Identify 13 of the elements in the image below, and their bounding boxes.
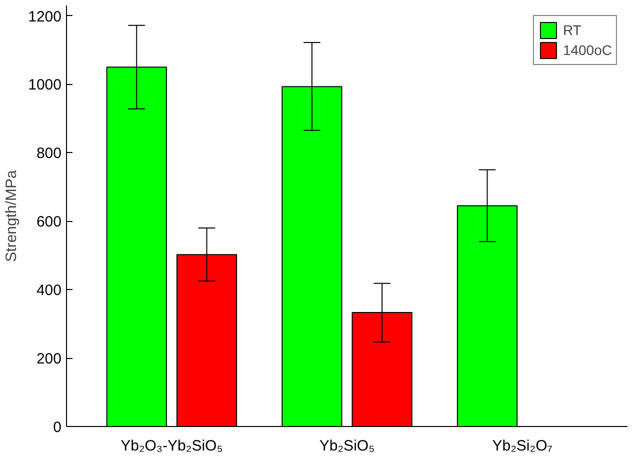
y-tick-label: 600	[36, 214, 62, 231]
y-tick-label: 400	[36, 282, 62, 300]
y-tick-label: 800	[36, 145, 62, 162]
y-tick-label: 1200	[28, 8, 62, 26]
y-tick-label: 200	[36, 350, 62, 368]
x-tick-label: Yb₂SiO₅	[319, 438, 375, 454]
y-tick-label: 0	[53, 419, 62, 436]
x-tick-label: Yb₂O₃-Yb₂SiO₅	[120, 438, 223, 454]
y-axis-title: Strength/MPa	[3, 169, 20, 262]
legend-label: 1400oC	[562, 42, 612, 58]
legend-label: RT	[562, 22, 582, 38]
x-tick-label: Yb₂Si₂O₇	[492, 438, 552, 454]
y-tick-label: 1000	[28, 76, 62, 94]
